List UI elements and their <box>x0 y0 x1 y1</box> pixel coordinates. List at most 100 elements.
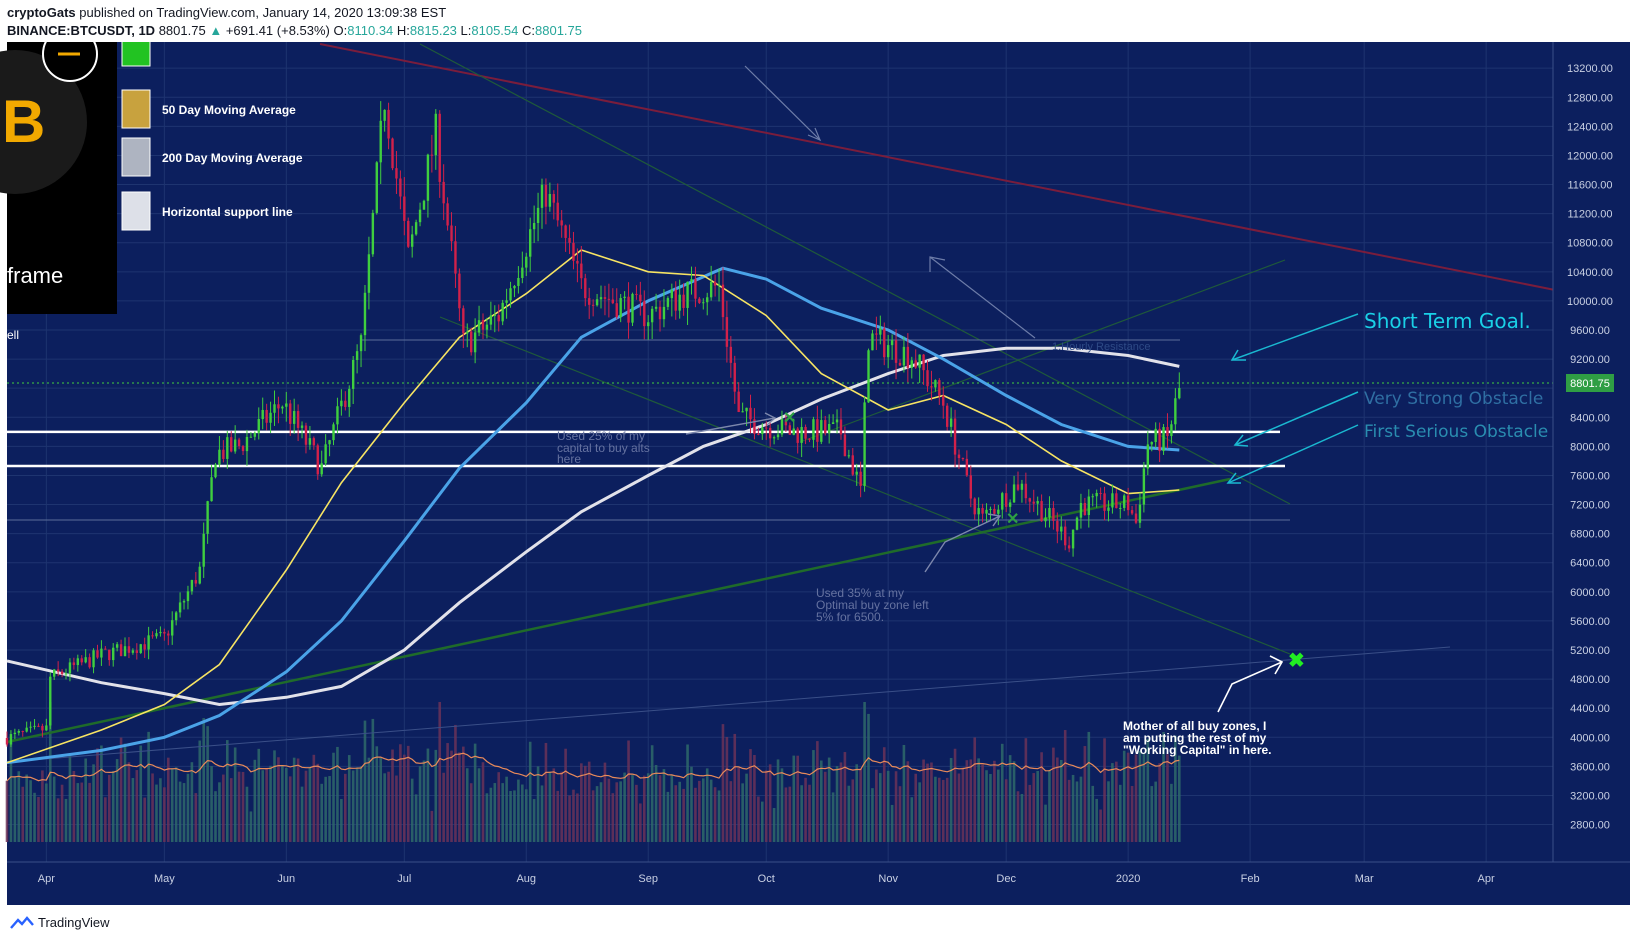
candle-body <box>894 340 898 363</box>
candle-body <box>926 370 929 387</box>
candle-body <box>945 405 949 427</box>
volume-bar <box>898 786 902 842</box>
candle-body <box>194 580 198 584</box>
text-annotations: Short Term Goal. Very Strong Obstacle Fi… <box>557 309 1548 757</box>
tradingview-label: TradingView <box>38 915 110 930</box>
candle-body <box>418 209 422 223</box>
candle-body <box>1052 507 1055 521</box>
candle-body <box>182 601 186 603</box>
volume-bar <box>631 774 634 842</box>
volume-bar <box>222 774 225 842</box>
candle-body <box>355 351 359 360</box>
volume-bar <box>1142 753 1146 842</box>
candle-body <box>737 391 740 412</box>
long-term-resistance-line[interactable] <box>319 43 1556 291</box>
low-value: 8105.54 <box>471 23 519 38</box>
volume-bar <box>249 811 253 842</box>
volume-bar <box>1075 781 1079 842</box>
author-name[interactable]: cryptoGats <box>7 5 76 20</box>
candle-body <box>206 501 209 534</box>
volume-bar <box>1118 784 1122 842</box>
candle-body <box>713 281 717 286</box>
candle-body <box>1178 388 1181 399</box>
arrow-head <box>929 256 946 272</box>
volume-bar <box>450 750 453 842</box>
volume-bar <box>312 754 316 842</box>
volume-bar <box>576 793 579 842</box>
volume-bar <box>800 785 803 842</box>
candle-body <box>68 662 72 674</box>
candle-body <box>898 362 902 366</box>
price-chart[interactable]: ✕ ✕ ✖ Short Term Goal. Very Strong Obsta… <box>0 42 1630 905</box>
volume-bar <box>438 702 442 842</box>
candle-body <box>1079 502 1083 518</box>
candle-body <box>233 439 237 452</box>
candle-body <box>1150 442 1153 445</box>
goal-arrow <box>1231 313 1359 361</box>
volume-bar <box>847 785 851 842</box>
candle-body <box>304 425 308 445</box>
candle-body <box>241 446 245 452</box>
volume-bar <box>194 793 198 842</box>
candle-body <box>906 346 910 368</box>
volume-bar <box>151 773 154 842</box>
publish-info: cryptoGats published on TradingView.com,… <box>7 5 446 20</box>
volume-bar <box>926 763 929 842</box>
volume-bar <box>957 773 961 842</box>
candle-body <box>776 434 780 438</box>
volume-bar <box>1071 774 1075 842</box>
volume-bar <box>587 761 591 842</box>
candle-body <box>544 184 548 207</box>
ascending-support-line[interactable] <box>6 477 1231 744</box>
time-axis[interactable]: Apr May Jun Jul Aug Sep Oct Nov Dec 2020 Feb Mar Apr <box>7 861 1630 885</box>
volume-bar <box>528 741 532 842</box>
candle-body <box>666 298 670 307</box>
ascending-channel-line[interactable] <box>799 259 1286 443</box>
faded-long-line[interactable] <box>6 646 1451 763</box>
candle-body <box>1044 517 1047 522</box>
ma200-line[interactable] <box>6 346 1180 707</box>
candle-body <box>348 388 351 407</box>
candle-body <box>245 436 249 452</box>
candle-body <box>119 644 123 657</box>
candle-body <box>1071 529 1075 549</box>
volume-bar <box>1044 804 1047 842</box>
candle-body <box>442 181 445 204</box>
volume-bar <box>583 765 587 842</box>
descending-trend-line[interactable] <box>419 43 1291 505</box>
volume-bar <box>21 786 25 842</box>
used35-arrow-head <box>987 513 1002 527</box>
candle-body <box>60 671 64 674</box>
candlestick-series[interactable] <box>5 101 1181 747</box>
candle-body <box>379 120 382 163</box>
candle-body <box>824 420 827 434</box>
symbol-label[interactable]: BINANCE:BTCUSDT, 1D <box>7 23 156 38</box>
volume-bar <box>1004 779 1008 842</box>
candle-body <box>308 438 312 445</box>
candle-body <box>265 409 268 423</box>
price-axis[interactable]: 2800.00 3200.00 3600.00 4000.00 4400.00 4800.… <box>1552 42 1630 905</box>
tradingview-brand[interactable]: TradingView <box>10 915 110 930</box>
volume-bar <box>513 790 516 842</box>
ma50-line[interactable] <box>6 249 1180 764</box>
candle-body <box>21 730 24 732</box>
ma100-line[interactable] <box>6 266 1180 765</box>
volume-bar <box>985 770 988 842</box>
legend-swatch <box>121 191 151 231</box>
candle-body <box>690 279 693 282</box>
candle-body <box>591 304 595 306</box>
volume-bar <box>458 752 461 842</box>
candle-body <box>285 403 288 407</box>
volume-bar <box>182 783 186 842</box>
candle-body <box>780 419 784 435</box>
candle-body <box>450 225 453 242</box>
volume-bar <box>737 767 740 842</box>
volume-bar <box>347 755 351 842</box>
candle-body <box>1008 502 1012 507</box>
volume-bar <box>253 759 257 842</box>
volume-bar <box>225 740 229 842</box>
candle-body <box>1036 501 1039 504</box>
volume-bar <box>29 780 32 842</box>
candle-body <box>1162 427 1165 452</box>
tradingview-logo-icon <box>10 915 34 929</box>
